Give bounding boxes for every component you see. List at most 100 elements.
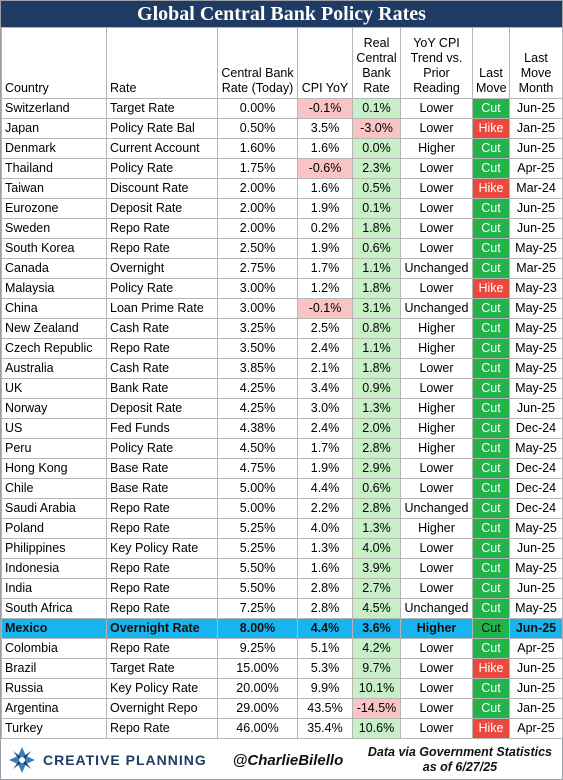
header-line: Move: [476, 81, 507, 95]
cell-last-move-month: May-25: [509, 438, 563, 459]
cell-last-move-month: Dec-24: [509, 498, 563, 519]
cell-trend: Lower: [400, 458, 473, 479]
cell-real-rate: 2.7%: [352, 578, 401, 599]
cell-trend: Lower: [400, 578, 473, 599]
cell-last-move-month: May-25: [509, 378, 563, 399]
cell-trend: Lower: [400, 478, 473, 499]
cell-cpi: 4.4%: [297, 618, 353, 639]
cell-cb-rate: 7.25%: [217, 598, 298, 619]
cell-cpi: 43.5%: [297, 698, 353, 719]
cell-last-move: Cut: [472, 98, 510, 119]
cell-real-rate: 3.9%: [352, 558, 401, 579]
cell-real-rate: -14.5%: [352, 698, 401, 719]
cell-cpi: 9.9%: [297, 678, 353, 699]
cell-country: Colombia: [1, 638, 107, 659]
cell-last-move: Cut: [472, 638, 510, 659]
cell-last-move: Cut: [472, 618, 510, 639]
cell-rate: Repo Rate: [106, 598, 218, 619]
cell-country: UK: [1, 378, 107, 399]
cell-last-move-month: May-25: [509, 318, 563, 339]
cell-rate: Overnight: [106, 258, 218, 279]
table-row: Brazil Target Rate 15.00% 5.3% 9.7% Lower Hike…: [1, 658, 563, 679]
cell-last-move-month: Jun-25: [509, 578, 563, 599]
cell-trend: Lower: [400, 678, 473, 699]
cell-rate: Target Rate: [106, 98, 218, 119]
cell-real-rate: 0.1%: [352, 198, 401, 219]
cell-cb-rate: 4.25%: [217, 398, 298, 419]
cell-country: Thailand: [1, 158, 107, 179]
cell-cpi: 2.4%: [297, 338, 353, 359]
cell-country: Mexico: [1, 618, 107, 639]
cell-last-move: Cut: [472, 498, 510, 519]
cell-real-rate: 1.8%: [352, 278, 401, 299]
cell-cpi: 1.2%: [297, 278, 353, 299]
header-line: Move: [520, 66, 552, 80]
cell-cb-rate: 29.00%: [217, 698, 298, 719]
cell-country: Saudi Arabia: [1, 498, 107, 519]
cell-real-rate: 2.0%: [352, 418, 401, 439]
cell-country: Argentina: [1, 698, 107, 719]
cell-last-move: Cut: [472, 158, 510, 179]
cell-cb-rate: 0.50%: [217, 118, 298, 139]
source-line-2: as of 6/27/25: [422, 760, 498, 774]
cell-country: Switzerland: [1, 98, 107, 119]
policy-rate-table: Country Rate Central Bank Rate (Today) CP…: [1, 27, 563, 739]
cell-real-rate: 1.8%: [352, 358, 401, 379]
header-line: YoY CPI: [413, 36, 460, 50]
cell-cpi: -0.1%: [297, 98, 353, 119]
cell-rate: Key Policy Rate: [106, 678, 218, 699]
cell-cb-rate: 5.00%: [217, 478, 298, 499]
cell-rate: Repo Rate: [106, 338, 218, 359]
cell-trend: Lower: [400, 98, 473, 119]
cell-country: Poland: [1, 518, 107, 539]
header-cpi: CPI YoY: [297, 27, 353, 99]
header-line: Central Bank: [221, 66, 294, 80]
cell-real-rate: 10.6%: [352, 718, 401, 739]
cell-cpi: 4.0%: [297, 518, 353, 539]
table-row: Czech Republic Repo Rate 3.50% 2.4% 1.1% High…: [1, 338, 563, 359]
table-row: Poland Repo Rate 5.25% 4.0% 1.3% Higher Cut May…: [1, 518, 563, 539]
cell-real-rate: 1.3%: [352, 518, 401, 539]
cell-last-move: Cut: [472, 438, 510, 459]
cell-cpi: 4.4%: [297, 478, 353, 499]
table-row: Philippines Key Policy Rate 5.25% 1.3% 4.0% L…: [1, 538, 563, 559]
header-line: Rate: [110, 81, 137, 95]
cell-rate: Policy Rate: [106, 158, 218, 179]
cell-last-move: Cut: [472, 538, 510, 559]
cell-cb-rate: 8.00%: [217, 618, 298, 639]
cell-rate: Overnight Rate: [106, 618, 218, 639]
cell-cb-rate: 1.60%: [217, 138, 298, 159]
cell-last-move-month: Jun-25: [509, 218, 563, 239]
table-row: Japan Policy Rate Bal 0.50% 3.5% -3.0% Lower H…: [1, 118, 563, 139]
cell-last-move-month: May-25: [509, 358, 563, 379]
source-line-1: Data via Government Statistics: [367, 745, 552, 759]
cell-trend: Higher: [400, 618, 473, 639]
cell-rate: Target Rate: [106, 658, 218, 679]
table-row: Sweden Repo Rate 2.00% 0.2% 1.8% Lower Cut Jun-…: [1, 218, 563, 239]
table-row: Argentina Overnight Repo 29.00% 43.5% -14.5%…: [1, 698, 563, 719]
table-row: Peru Policy Rate 4.50% 1.7% 2.8% Higher Cut May…: [1, 438, 563, 459]
cell-trend: Lower: [400, 638, 473, 659]
cell-cb-rate: 5.25%: [217, 538, 298, 559]
cell-cpi: 1.7%: [297, 438, 353, 459]
table-row: Hong Kong Base Rate 4.75% 1.9% 2.9% Lower Cut D…: [1, 458, 563, 479]
cell-last-move-month: May-25: [509, 338, 563, 359]
cell-country: US: [1, 418, 107, 439]
footer: CREATIVE PLANNING @CharlieBilello Data v…: [1, 741, 562, 779]
cell-trend: Lower: [400, 558, 473, 579]
cell-last-move: Cut: [472, 578, 510, 599]
cell-real-rate: 3.1%: [352, 298, 401, 319]
cell-country: Australia: [1, 358, 107, 379]
cell-country: Canada: [1, 258, 107, 279]
table-row: US Fed Funds 4.38% 2.4% 2.0% Higher Cut Dec-24: [1, 418, 563, 439]
cell-trend: Higher: [400, 518, 473, 539]
cell-trend: Lower: [400, 218, 473, 239]
cell-rate: Policy Rate Bal: [106, 118, 218, 139]
cell-cpi: 1.6%: [297, 178, 353, 199]
header-line: CPI YoY: [301, 81, 349, 95]
header-line: Last: [479, 66, 503, 80]
cell-rate: Repo Rate: [106, 638, 218, 659]
cell-cb-rate: 2.00%: [217, 178, 298, 199]
cell-country: Czech Republic: [1, 338, 107, 359]
